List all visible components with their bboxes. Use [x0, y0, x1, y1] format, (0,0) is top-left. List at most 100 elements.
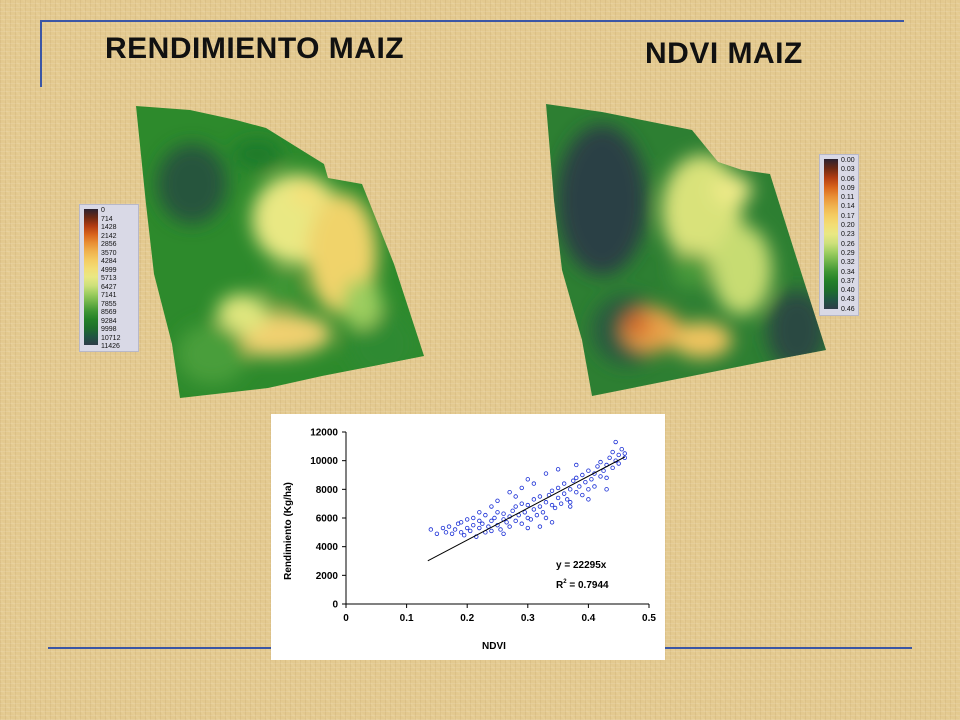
data-point [489, 504, 494, 509]
ndvi-map [546, 104, 826, 396]
data-point [568, 487, 573, 492]
legend-label: 4999 [101, 266, 117, 274]
x-tick-label: 0.1 [400, 613, 414, 624]
data-point [458, 530, 464, 535]
x-tick-label: 0.5 [642, 613, 656, 624]
legend-label: 10712 [101, 334, 121, 342]
data-point [604, 475, 609, 481]
y-tick-label: 10000 [310, 456, 338, 467]
data-point [549, 488, 555, 493]
data-point [501, 511, 506, 516]
legend-label: 2856 [101, 241, 117, 248]
data-point [513, 504, 518, 509]
data-point [458, 520, 464, 525]
y-tick-label: 8000 [316, 485, 339, 496]
legend-label: 7855 [101, 300, 117, 308]
data-point [604, 487, 609, 492]
legend-label: 0.03 [841, 166, 855, 174]
data-point [537, 494, 543, 499]
yield-color-bar [84, 209, 98, 345]
legend-label: 9998 [101, 326, 117, 333]
legend-label: 11426 [101, 343, 120, 350]
yield-legend-labels: 0 714 1428 2142 2856 3570 4284 4999 5713 6427 7141… [101, 207, 120, 352]
data-point [519, 521, 524, 526]
y-tick-label: 6000 [316, 514, 339, 525]
trend-equation: y = 22295x [556, 560, 607, 571]
legend-label: 5713 [101, 275, 117, 282]
data-point [574, 489, 579, 495]
scatter-chart: 0 0.1 0.2 0.3 0.4 0.5 0 2000 4000 6000 8000 10000 1… [271, 414, 665, 660]
data-point [477, 510, 482, 515]
y-tick-label: 12000 [310, 428, 338, 439]
data-point [507, 489, 512, 495]
y-ticks: 0 2000 4000 6000 8000 10000 12000 [310, 428, 346, 611]
data-point [471, 515, 476, 521]
data-point [461, 532, 467, 538]
data-point [440, 525, 446, 531]
data-point [471, 522, 476, 528]
ndvi-legend-labels: 0.00 0.03 0.06 0.09 0.11 0.14 0.17 0.20 0.23 0.26… [841, 157, 855, 315]
data-point [555, 485, 561, 491]
legend-label: 2142 [101, 232, 117, 240]
data-point [434, 531, 440, 536]
data-point [498, 527, 503, 532]
legend-label: 714 [101, 215, 113, 223]
y-tick-label: 4000 [316, 542, 339, 553]
legend-label: 0.32 [841, 259, 855, 267]
data-point [610, 449, 615, 455]
data-point [525, 477, 530, 482]
data-point [561, 481, 567, 486]
x-tick-label: 0 [343, 613, 349, 624]
data-point [601, 468, 606, 473]
data-point [443, 530, 449, 535]
ndvi-legend: 0.00 0.03 0.06 0.09 0.11 0.14 0.17 0.20 0.23 0.26… [819, 154, 859, 316]
y-axis-label: Rendimiento (Kg/ha) [283, 482, 294, 580]
data-point [510, 508, 515, 514]
data-point [568, 500, 573, 505]
x-tick-label: 0.3 [521, 613, 535, 624]
data-point [580, 472, 585, 478]
ndvi-color-bar [824, 159, 838, 309]
legend-label: 0.34 [841, 268, 855, 276]
legend-label: 0.40 [841, 287, 855, 295]
data-point [589, 477, 594, 482]
data-point [616, 461, 621, 466]
legend-label: 0.29 [841, 249, 855, 257]
data-point [522, 510, 527, 515]
legend-label: 1428 [101, 224, 117, 231]
data-point [464, 517, 470, 522]
data-point [477, 518, 482, 524]
scatter-chart-svg: 0 0.1 0.2 0.3 0.4 0.5 0 2000 4000 6000 8000 10000 1… [283, 428, 656, 653]
data-point [549, 502, 555, 508]
yield-map [136, 106, 424, 398]
data-point [531, 507, 537, 512]
legend-label: 0.14 [841, 203, 855, 211]
data-point [428, 527, 434, 532]
data-point [552, 505, 558, 511]
data-point [525, 525, 530, 531]
legend-label: 3570 [101, 249, 117, 257]
legend-label: 9284 [101, 317, 117, 325]
data-point [586, 468, 591, 473]
data-point [519, 485, 524, 491]
legend-label: 0.46 [841, 305, 855, 313]
data-point [598, 474, 603, 479]
data-point [495, 498, 500, 503]
data-point [464, 525, 470, 531]
data-point [513, 518, 518, 524]
legend-label: 0.06 [841, 175, 855, 183]
data-point [446, 524, 452, 529]
data-point [580, 492, 585, 498]
legend-label: 7141 [101, 292, 117, 299]
data-point [577, 484, 582, 489]
data-point [555, 495, 561, 501]
top-rule [40, 20, 904, 22]
data-point [477, 525, 482, 531]
data-point [492, 515, 497, 521]
data-point [558, 501, 564, 506]
data-point [613, 439, 618, 445]
legend-label: 0.37 [841, 277, 855, 285]
data-point [592, 484, 597, 489]
data-point [564, 497, 570, 502]
legend-label: 0.20 [841, 222, 855, 230]
